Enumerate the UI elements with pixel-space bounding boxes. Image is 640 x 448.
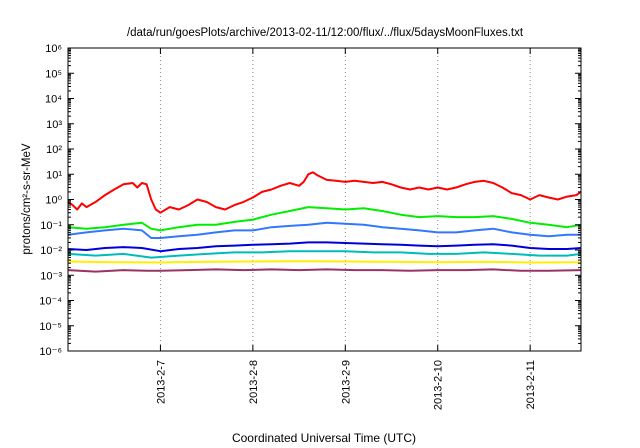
y-tick-label: 10⁻¹ [40, 220, 62, 232]
y-axis-label: protons/cm²-s-sr-MeV [21, 143, 33, 255]
y-tick-label: 10⁵ [45, 68, 62, 80]
y-tick-label: 10⁴ [45, 94, 62, 106]
y-tick-label: 10⁻⁵ [39, 321, 62, 333]
y-tick-label: 10⁻³ [40, 270, 62, 282]
y-tick-label: 10⁻⁴ [39, 296, 62, 308]
y-tick-label: 10⁶ [45, 43, 62, 55]
series-line-2 [67, 206, 582, 232]
series-group [67, 171, 582, 273]
y-tick-label: 10⁻² [40, 245, 62, 257]
series-line-5 [67, 250, 582, 259]
y-tick-label: 10⁻⁶ [39, 346, 62, 358]
x-tick-label: 2013-2-7 [155, 360, 167, 404]
y-tick-label: 10⁰ [45, 195, 62, 207]
x-tick-label: 2013-2-9 [340, 360, 352, 404]
chart-title: /data/run/goesPlots/archive/2013-02-11/1… [127, 27, 524, 39]
series-line-1 [67, 171, 582, 214]
series-line-3 [67, 221, 581, 239]
plot-frame [67, 47, 582, 352]
series-line-7 [67, 268, 582, 273]
x-tick-label: 2013-2-8 [248, 360, 260, 404]
y-tick-label: 10² [46, 144, 62, 156]
x-tick-label: 2013-2-10 [433, 360, 445, 410]
y-tick-label: 10³ [46, 119, 62, 131]
series-line-6 [67, 260, 582, 264]
x-axis: 2013-2-7 2013-2-8 2013-2-9 2013-2-10 2013-2-… [155, 48, 537, 410]
y-axis: 10⁻⁶ 10⁻⁵ 10⁻⁴ 10⁻³ 10⁻² 10⁻¹ 10⁰ 10¹ 10² 10³ 10⁴ 1… [39, 43, 581, 358]
grid-lines [159, 48, 531, 351]
x-tick-label: 2013-2-11 [525, 360, 537, 409]
x-axis-label: Coordinated Universal Time (UTC) [232, 431, 416, 445]
y-tick-label: 10¹ [46, 169, 62, 181]
series-line-4 [67, 241, 582, 253]
